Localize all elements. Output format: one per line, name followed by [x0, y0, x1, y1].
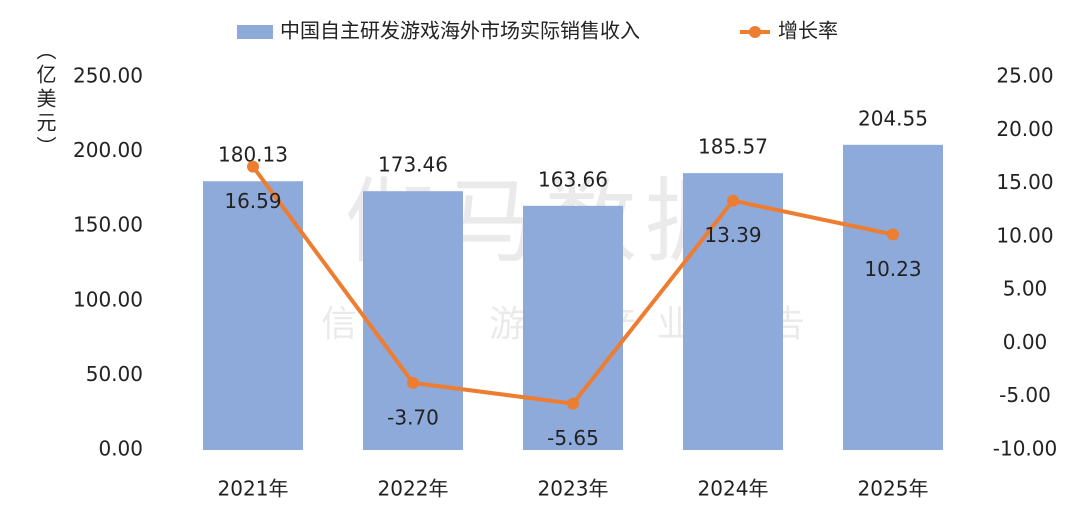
bar-value-label: 204.55 — [858, 106, 928, 130]
line-point — [727, 194, 739, 207]
y-tick-label: 200.00 — [73, 138, 143, 162]
x-tick-label: 2022年 — [378, 477, 449, 501]
y2-tick-label: 25.00 — [996, 64, 1053, 88]
y2-tick-label: 20.00 — [996, 117, 1053, 141]
x-tick-label: 2025年 — [858, 477, 929, 501]
y2-tick-label: -10.00 — [993, 437, 1057, 461]
legend-label: 增长率 — [778, 19, 838, 43]
y-tick-label: 250.00 — [73, 64, 143, 88]
bar — [683, 173, 783, 450]
x-tick-label: 2023年 — [538, 477, 609, 501]
bar-value-label: 185.57 — [698, 135, 768, 159]
y2-tick-label: -5.00 — [999, 383, 1051, 407]
y2-tick-label: 0.00 — [1003, 330, 1048, 354]
y-tick-label: 150.00 — [73, 213, 143, 237]
x-tick-label: 2024年 — [698, 477, 769, 501]
x-tick-label: 2021年 — [218, 477, 289, 501]
bar-value-label: 173.46 — [378, 153, 448, 177]
line-value-label: 10.23 — [864, 257, 921, 281]
line-value-label: -3.70 — [387, 405, 439, 429]
y-tick-label: 100.00 — [73, 287, 143, 311]
bar — [203, 181, 303, 450]
line-point — [247, 160, 259, 173]
y2-tick-label: 15.00 — [996, 170, 1053, 194]
line-value-label: -5.65 — [547, 426, 599, 450]
line-value-label: 16.59 — [224, 189, 281, 213]
bar — [523, 205, 623, 450]
line-value-label: 13.39 — [704, 223, 761, 247]
bar-value-label: 163.66 — [538, 167, 608, 191]
bar — [363, 191, 463, 450]
legend-swatch — [237, 25, 273, 39]
y2-tick-label: 5.00 — [1003, 277, 1048, 301]
line-point — [407, 376, 419, 389]
y-axis-label: （亿美元） — [33, 40, 57, 160]
line-point — [887, 228, 899, 241]
y2-tick-label: 10.00 — [996, 223, 1053, 247]
y-tick-label: 0.00 — [98, 437, 143, 461]
legend-swatch — [749, 26, 761, 38]
line-point — [567, 397, 579, 410]
bar — [843, 144, 943, 450]
legend-label: 中国自主研发游戏海外市场实际销售收入 — [280, 19, 640, 43]
y-tick-label: 50.00 — [86, 362, 143, 386]
